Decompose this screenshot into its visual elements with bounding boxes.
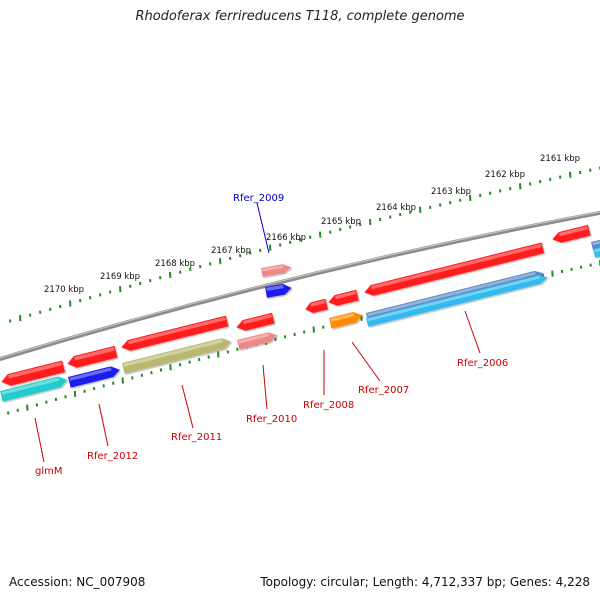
gene-arrow-body[interactable] xyxy=(122,336,232,374)
kbp-labels: 2161 kbp 2162 kbp 2163 kbp 2164 kbp 2165 kbp… xyxy=(44,154,580,295)
gene-rfer-2005-steel[interactable] xyxy=(591,239,600,251)
kbp-label: 2170 kbp xyxy=(44,285,84,295)
gene-arrow-body[interactable] xyxy=(327,289,359,308)
genome-backbone xyxy=(0,210,600,362)
gene-arrow-body[interactable] xyxy=(237,330,278,350)
label-leader-lines xyxy=(34,202,481,463)
gene-arrow-gloss xyxy=(371,243,542,290)
gene-arrow-gloss xyxy=(592,240,600,246)
gene-arrow-body[interactable] xyxy=(593,247,600,258)
leader-line xyxy=(34,417,45,463)
gene-arrow-gloss xyxy=(559,226,588,237)
outer-tick-track xyxy=(9,166,600,323)
gene-label[interactable]: Rfer_2009 xyxy=(233,193,284,204)
gene-label[interactable]: Rfer_2012 xyxy=(87,451,138,462)
leader-line xyxy=(464,310,481,354)
gene-rfer-2012-forward[interactable] xyxy=(120,315,229,353)
gene-arrow-gloss xyxy=(8,361,63,379)
gene-label[interactable]: Rfer_2008 xyxy=(303,400,354,411)
gene-arrow-gloss xyxy=(1,377,60,395)
gene-arrow-body[interactable] xyxy=(304,298,329,315)
gene-rfer-2012[interactable] xyxy=(68,364,121,388)
gene-arrow-gloss xyxy=(262,265,284,272)
gene-arrow-body[interactable] xyxy=(66,345,118,370)
accession-text: Accession: NC_007908 xyxy=(9,575,146,589)
gene-rfer-2006-forward[interactable] xyxy=(363,242,545,297)
gene-arrow-body[interactable] xyxy=(261,263,292,277)
genome-backbone-highlight xyxy=(0,211,600,359)
gene-arrow-gloss xyxy=(123,339,223,367)
gene-features[interactable] xyxy=(0,224,600,402)
kbp-label: 2166 kbp xyxy=(266,233,306,243)
kbp-label: 2167 kbp xyxy=(211,246,251,256)
gene-arrow-gloss xyxy=(310,299,326,307)
gene-arrow-body[interactable] xyxy=(0,375,69,402)
gene-rfer-2013[interactable] xyxy=(66,345,118,370)
kbp-label: 2165 kbp xyxy=(321,217,361,227)
gene-label[interactable]: Rfer_2007 xyxy=(358,385,409,396)
gene-rfer-2009-pink[interactable] xyxy=(261,263,292,277)
leader-line xyxy=(262,364,268,410)
gene-arrow-gloss xyxy=(594,248,600,253)
gene-label[interactable]: Rfer_2006 xyxy=(457,358,508,369)
gene-arrow-body[interactable] xyxy=(120,315,229,353)
gene-arrow-gloss xyxy=(128,316,226,345)
gene-rfer-2005[interactable] xyxy=(551,224,591,245)
topology-text: Topology: circular; Length: 4,712,337 bp… xyxy=(260,575,590,589)
gene-arrow-body[interactable] xyxy=(329,310,364,329)
gene-glmM[interactable] xyxy=(0,360,66,388)
kbp-label: 2169 kbp xyxy=(100,272,140,282)
gene-rfer-2006[interactable] xyxy=(366,273,549,327)
gene-label[interactable]: Rfer_2010 xyxy=(246,414,297,425)
gene-rfer-2005-sky[interactable] xyxy=(593,247,600,258)
gene-rfer-2011[interactable] xyxy=(122,336,232,374)
gene-arrow-body[interactable] xyxy=(591,239,600,251)
gene-arrow-body[interactable] xyxy=(551,224,591,245)
gene-arrow-gloss xyxy=(266,284,284,292)
gene-arrow-body[interactable] xyxy=(68,364,121,388)
kbp-label: 2162 kbp xyxy=(485,170,525,180)
gene-arrow-gloss xyxy=(238,333,270,344)
leader-line xyxy=(98,403,109,447)
gene-rfer-2010-forward[interactable] xyxy=(235,312,275,333)
gene-arrow-body[interactable] xyxy=(265,282,293,298)
gene-rfer-2010[interactable] xyxy=(237,330,278,350)
gene-arrow-gloss xyxy=(74,347,115,361)
gene-rfer-2007[interactable] xyxy=(329,310,364,329)
gene-arrow-body[interactable] xyxy=(363,242,545,297)
gene-arrow-gloss xyxy=(330,312,355,322)
gene-glmM-reverse[interactable] xyxy=(0,375,69,402)
gene-arrow-body[interactable] xyxy=(366,273,549,327)
leader-line xyxy=(256,202,270,254)
gene-arrow-body[interactable] xyxy=(0,360,66,388)
gene-arrow-gloss xyxy=(335,290,357,300)
gene-label[interactable]: glmM xyxy=(35,466,63,477)
kbp-label: 2164 kbp xyxy=(376,203,416,213)
kbp-label: 2163 kbp xyxy=(431,187,471,197)
leader-line xyxy=(181,384,194,429)
gene-arrow-gloss xyxy=(243,314,272,325)
gene-arrow-body[interactable] xyxy=(235,312,275,333)
leader-line xyxy=(351,341,381,382)
gene-labels: glmM Rfer_2012 Rfer_2011 Rfer_2010 Rfer_2009… xyxy=(35,193,508,477)
map-title: Rhodoferax ferrireducens T118, complete … xyxy=(135,9,465,24)
gene-rfer-2007-forward[interactable] xyxy=(327,289,359,308)
gene-arrow-gloss xyxy=(69,367,112,381)
gene-arrow-gloss xyxy=(367,275,540,322)
gene-rfer-2009[interactable] xyxy=(265,282,293,298)
gene-arrow-gloss xyxy=(367,271,536,317)
gene-rfer-2008-forward[interactable] xyxy=(304,298,329,315)
kbp-label: 2168 kbp xyxy=(155,259,195,269)
gene-label[interactable]: Rfer_2011 xyxy=(171,432,222,443)
kbp-label: 2161 kbp xyxy=(540,154,580,164)
